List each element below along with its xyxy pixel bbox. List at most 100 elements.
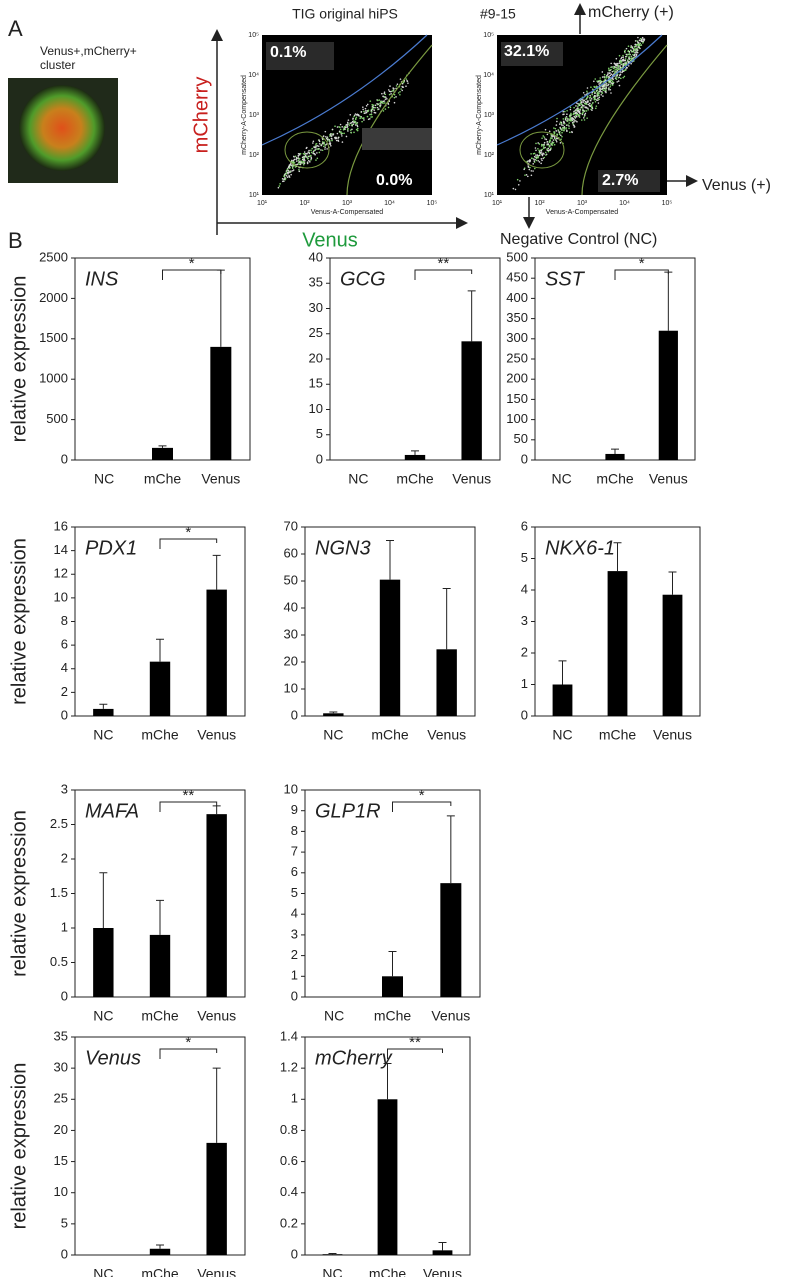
y-tick-label: 6	[291, 864, 298, 879]
event	[636, 44, 639, 46]
event	[595, 98, 597, 101]
event	[402, 86, 405, 88]
event	[547, 143, 550, 145]
chart-title: mCherry	[315, 1047, 393, 1069]
event	[294, 166, 297, 168]
y-tick-label: 0.6	[280, 1153, 298, 1168]
significance-label: *	[419, 787, 425, 804]
x-tick-label: mChe	[374, 1008, 412, 1024]
y-tick-label: 10	[284, 781, 298, 796]
event	[578, 108, 581, 111]
y-tick-label: 30	[54, 1060, 68, 1075]
error-bar	[156, 1244, 164, 1249]
event	[573, 106, 575, 109]
event	[311, 147, 313, 150]
significance-bracket	[414, 269, 473, 280]
y-tick-label: 4	[291, 906, 298, 921]
error-bar	[668, 571, 677, 595]
y-tick-label: 6	[61, 637, 68, 652]
event	[283, 175, 285, 177]
event	[632, 57, 634, 59]
event	[532, 170, 534, 172]
event	[571, 131, 573, 134]
event	[308, 149, 310, 152]
event	[549, 137, 552, 139]
event	[574, 120, 577, 122]
bar	[206, 589, 227, 716]
event	[289, 166, 291, 169]
event	[601, 76, 604, 78]
event	[532, 163, 535, 165]
event	[583, 119, 586, 121]
event	[366, 103, 369, 106]
event	[514, 188, 517, 191]
event	[331, 139, 333, 142]
event	[582, 109, 584, 111]
event	[624, 62, 626, 64]
event	[622, 58, 625, 61]
event	[575, 105, 577, 107]
event	[630, 45, 633, 47]
y-tick-label: 10³	[484, 112, 495, 119]
event	[542, 135, 545, 137]
event	[308, 159, 310, 162]
event	[341, 135, 343, 137]
y-tick-label: 1	[521, 676, 528, 691]
event	[640, 44, 642, 46]
event	[349, 114, 352, 116]
event	[348, 124, 351, 126]
bar	[93, 928, 114, 997]
x-tick-label: mChe	[141, 1266, 179, 1277]
event	[327, 140, 329, 142]
event	[554, 138, 557, 141]
event	[632, 49, 635, 51]
event	[618, 84, 621, 87]
event	[611, 70, 614, 73]
event	[638, 39, 641, 42]
event	[604, 90, 607, 93]
event	[548, 144, 551, 147]
event	[598, 98, 600, 101]
event	[339, 123, 342, 126]
gate-percent: 2.7%	[602, 172, 638, 189]
event	[601, 92, 604, 94]
event	[568, 127, 570, 130]
event	[565, 115, 568, 118]
event	[600, 93, 603, 96]
event	[569, 106, 572, 109]
bar	[323, 713, 344, 716]
event	[343, 132, 345, 135]
y-tick-label: 0	[291, 988, 298, 1003]
event	[376, 102, 378, 105]
event	[591, 102, 594, 104]
x-tick-label: 10³	[342, 200, 353, 207]
event	[576, 114, 579, 116]
event	[603, 73, 606, 76]
event	[540, 145, 543, 147]
x-tick-label: mChe	[596, 471, 634, 487]
event	[385, 96, 387, 99]
y-tick-label: 0	[61, 451, 68, 466]
bar	[210, 346, 232, 460]
event	[374, 106, 377, 109]
event	[585, 110, 588, 112]
event	[364, 110, 367, 112]
event	[334, 125, 336, 128]
y-tick-label: 9	[291, 802, 298, 817]
event	[382, 110, 385, 112]
event	[619, 77, 622, 80]
event	[529, 159, 531, 162]
event	[297, 152, 300, 155]
event	[383, 96, 386, 99]
event	[609, 74, 612, 77]
event	[512, 187, 515, 190]
event	[636, 49, 639, 51]
event	[388, 93, 391, 96]
y-tick-label: 10¹	[249, 192, 260, 199]
event	[568, 122, 570, 124]
y-tick-label: 35	[309, 275, 323, 290]
x-tick-label: 10⁵	[662, 200, 673, 207]
event	[560, 122, 563, 125]
event	[639, 42, 642, 45]
